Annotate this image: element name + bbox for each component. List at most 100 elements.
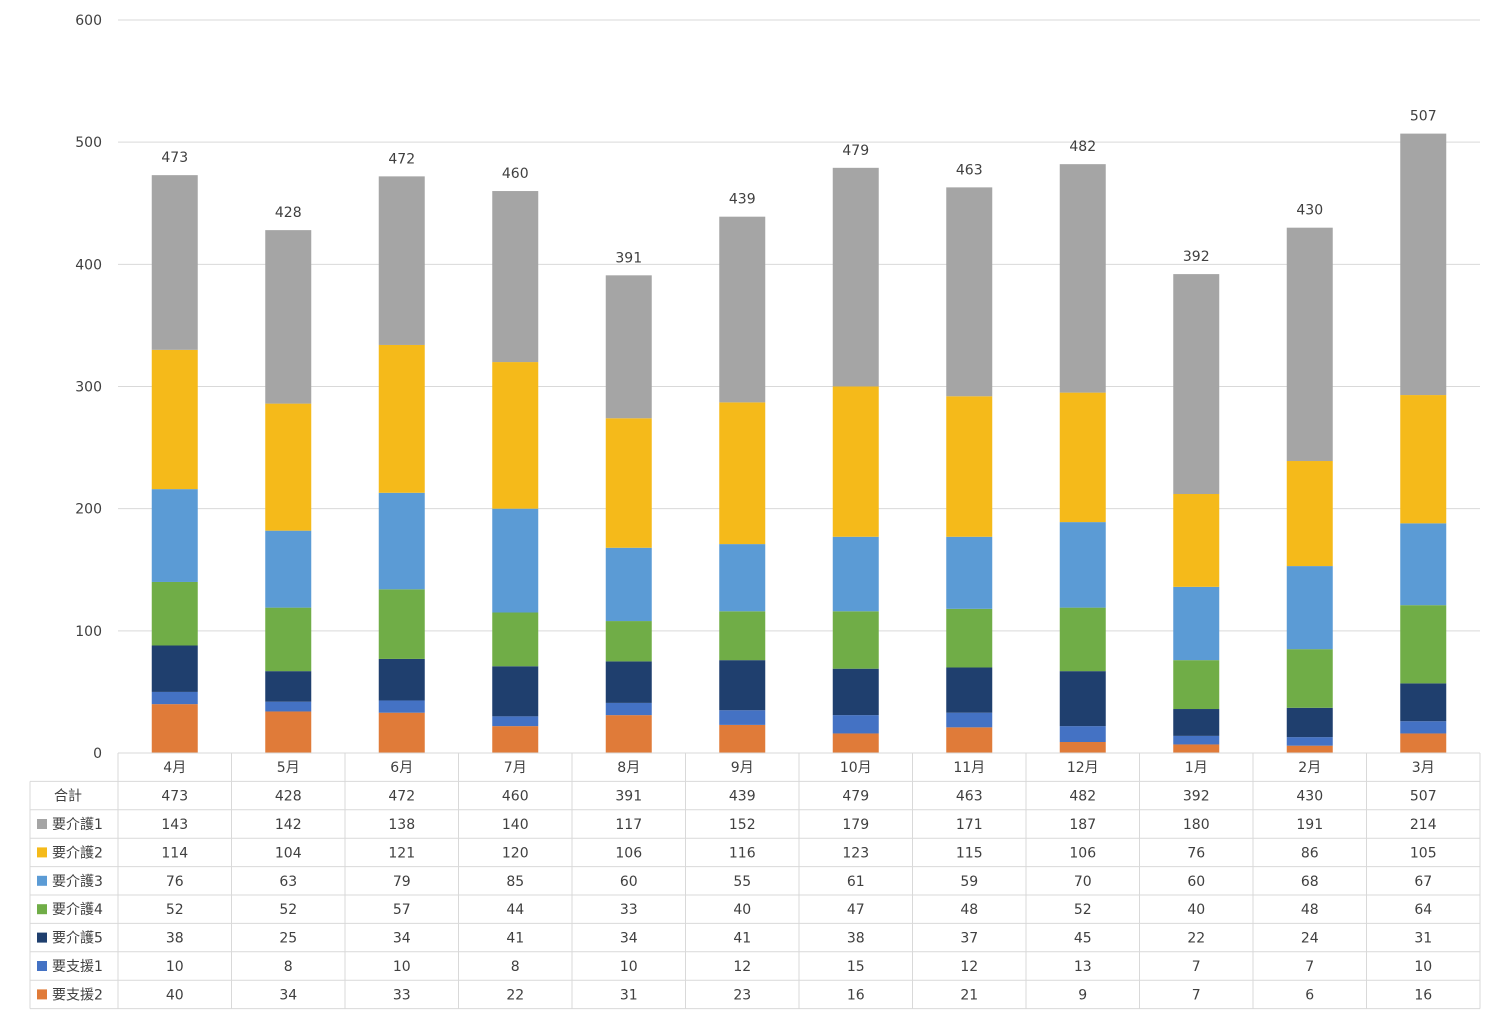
legend-key bbox=[37, 932, 47, 943]
bar-segment bbox=[1059, 522, 1106, 608]
table-cell: 68 bbox=[1301, 874, 1319, 890]
bar-segment bbox=[151, 704, 198, 753]
total-data-label: 479 bbox=[842, 143, 869, 159]
table-cell: 38 bbox=[847, 931, 865, 947]
bar-segment bbox=[719, 402, 766, 545]
bar-segment bbox=[1400, 721, 1447, 734]
bar-segment bbox=[1400, 133, 1447, 396]
table-cell: 13 bbox=[1074, 959, 1092, 975]
table-row-label: 合計 bbox=[54, 789, 82, 805]
bar-segment bbox=[1400, 395, 1447, 524]
table-cell: 55 bbox=[733, 874, 751, 890]
total-data-label: 391 bbox=[615, 250, 642, 266]
y-tick-label: 600 bbox=[75, 13, 102, 29]
legend-key bbox=[37, 875, 47, 886]
table-cell: 117 bbox=[615, 817, 642, 833]
table-cell: 48 bbox=[960, 902, 978, 918]
bar-segment bbox=[265, 711, 312, 753]
table-cell: 31 bbox=[620, 987, 638, 1003]
total-data-label: 430 bbox=[1296, 203, 1323, 219]
y-tick-label: 400 bbox=[75, 257, 102, 273]
bar-segment bbox=[1400, 523, 1447, 606]
bar-segment bbox=[946, 667, 993, 713]
legend-label: 要介護4 bbox=[52, 902, 103, 918]
bar-segment bbox=[1173, 709, 1220, 736]
table-cell: 15 bbox=[847, 959, 865, 975]
x-category-label: 11月 bbox=[953, 760, 985, 776]
table-cell: 33 bbox=[620, 902, 638, 918]
total-data-label: 428 bbox=[275, 205, 302, 221]
table-cell: 8 bbox=[284, 959, 293, 975]
table-cell: 121 bbox=[388, 845, 415, 861]
table-cell: 140 bbox=[502, 817, 529, 833]
table-cell: 123 bbox=[842, 845, 869, 861]
table-cell: 24 bbox=[1301, 931, 1319, 947]
table-cell: 473 bbox=[161, 789, 188, 805]
bar-segment bbox=[719, 216, 766, 403]
legend-label: 要介護3 bbox=[52, 874, 103, 890]
bar-segment bbox=[832, 536, 879, 612]
table-cell: 214 bbox=[1410, 817, 1437, 833]
bar-segment bbox=[1400, 605, 1447, 684]
x-category-label: 4月 bbox=[163, 760, 186, 776]
x-category-label: 9月 bbox=[731, 760, 754, 776]
bar-segment bbox=[492, 726, 539, 753]
bar-segment bbox=[1059, 392, 1106, 523]
bar-segment bbox=[1286, 745, 1333, 753]
table-cell: 12 bbox=[733, 959, 751, 975]
table-cell: 16 bbox=[1414, 987, 1432, 1003]
bar-segment bbox=[605, 547, 652, 622]
table-cell: 191 bbox=[1296, 817, 1323, 833]
bar-segment bbox=[1059, 742, 1106, 753]
table-cell: 171 bbox=[956, 817, 983, 833]
bar-segment bbox=[1059, 726, 1106, 743]
table-cell: 392 bbox=[1183, 789, 1210, 805]
table-cell: 179 bbox=[842, 817, 869, 833]
legend-key bbox=[37, 904, 47, 915]
x-category-label: 1月 bbox=[1185, 760, 1208, 776]
table-cell: 60 bbox=[1187, 874, 1205, 890]
table-cell: 152 bbox=[729, 817, 756, 833]
bar-segment bbox=[151, 645, 198, 692]
bar-segment bbox=[946, 608, 993, 668]
table-cell: 22 bbox=[506, 987, 524, 1003]
legend-key bbox=[37, 819, 47, 829]
bar-segment bbox=[265, 530, 312, 608]
bar-segment bbox=[1173, 744, 1220, 753]
bar-segment bbox=[492, 612, 539, 667]
table-cell: 7 bbox=[1192, 987, 1201, 1003]
legend-label: 要支援2 bbox=[52, 987, 103, 1003]
total-data-label: 460 bbox=[502, 166, 529, 182]
table-cell: 37 bbox=[960, 931, 978, 947]
table-cell: 47 bbox=[847, 902, 865, 918]
bar-segment bbox=[265, 671, 312, 702]
bar-segment bbox=[605, 621, 652, 662]
bar-segment bbox=[719, 544, 766, 612]
bar-segment bbox=[492, 666, 539, 717]
table-cell: 40 bbox=[1187, 902, 1205, 918]
total-data-label: 507 bbox=[1410, 109, 1437, 125]
bar-segment bbox=[492, 716, 539, 727]
bar-segment bbox=[378, 589, 425, 659]
table-cell: 40 bbox=[733, 902, 751, 918]
y-tick-label: 100 bbox=[75, 624, 102, 640]
table-cell: 463 bbox=[956, 789, 983, 805]
total-data-label: 473 bbox=[161, 150, 188, 166]
y-tick-label: 500 bbox=[75, 135, 102, 151]
bar-segment bbox=[1173, 586, 1220, 661]
bar-segment bbox=[719, 710, 766, 725]
bar-segment bbox=[1173, 735, 1220, 745]
bar-segment bbox=[1286, 707, 1333, 738]
bar-segment bbox=[946, 712, 993, 728]
table-cell: 76 bbox=[1187, 845, 1205, 861]
total-data-label: 482 bbox=[1069, 139, 1096, 155]
table-cell: 7 bbox=[1192, 959, 1201, 975]
bar-segment bbox=[946, 396, 993, 537]
table-cell: 59 bbox=[960, 874, 978, 890]
bar-segment bbox=[832, 386, 879, 537]
table-cell: 10 bbox=[166, 959, 184, 975]
table-cell: 34 bbox=[279, 987, 297, 1003]
bar-segment bbox=[378, 176, 425, 345]
table-cell: 57 bbox=[393, 902, 411, 918]
